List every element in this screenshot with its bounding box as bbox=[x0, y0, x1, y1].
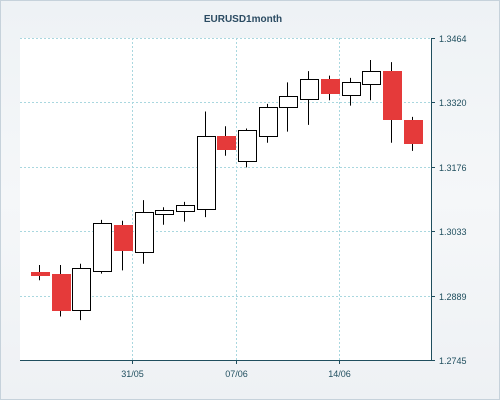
y-tick-label: 1.2889 bbox=[439, 292, 467, 302]
candle-body-bull bbox=[135, 212, 154, 253]
candle bbox=[72, 263, 91, 321]
x-tick-label: 31/05 bbox=[121, 369, 144, 379]
axes: 1.3464 1.3320 1.3176 1.3033 1.2889 1.2745 31/0… bbox=[20, 34, 467, 379]
candle-body-bear bbox=[217, 136, 236, 150]
candle bbox=[342, 77, 361, 106]
candle-body-bull bbox=[155, 210, 174, 215]
candle-body-bull bbox=[197, 136, 216, 210]
candle-body-bull bbox=[176, 205, 195, 212]
candle-body-bear bbox=[321, 79, 340, 94]
plot-area bbox=[20, 38, 431, 360]
candle-body-bull bbox=[342, 82, 361, 96]
x-tick-label: 07/06 bbox=[225, 369, 248, 379]
candle bbox=[321, 75, 340, 101]
candle bbox=[31, 265, 50, 281]
candle bbox=[135, 200, 154, 264]
candle bbox=[114, 220, 133, 271]
candle bbox=[362, 59, 381, 101]
candle bbox=[259, 103, 278, 143]
candle-body-bull bbox=[279, 96, 298, 108]
candle-body-bear bbox=[52, 274, 71, 311]
candle bbox=[300, 71, 319, 125]
candle bbox=[404, 116, 423, 151]
y-tick-label: 1.3320 bbox=[439, 98, 467, 108]
candle-body-bull bbox=[72, 268, 91, 311]
chart-title: EURUSD1month bbox=[204, 14, 282, 25]
x-tick-label: 14/06 bbox=[328, 369, 351, 379]
candle bbox=[52, 265, 71, 317]
candle-body-bull bbox=[362, 71, 381, 85]
candle-body-bear bbox=[31, 272, 50, 276]
candle-body-bull bbox=[259, 107, 278, 137]
candle bbox=[197, 111, 216, 218]
candle-body-bull bbox=[93, 223, 112, 272]
candle bbox=[155, 207, 174, 225]
candle-body-bear bbox=[383, 71, 402, 120]
candle bbox=[93, 219, 112, 274]
y-tick-label: 1.3176 bbox=[439, 163, 467, 173]
candle bbox=[217, 126, 236, 156]
y-tick-label: 1.3464 bbox=[439, 34, 467, 44]
candle-body-bull bbox=[300, 79, 319, 100]
candle-body-bear bbox=[404, 120, 423, 144]
candle-body-bear bbox=[114, 225, 133, 251]
candles bbox=[31, 59, 423, 321]
y-tick-label: 1.3033 bbox=[439, 227, 467, 237]
candle bbox=[383, 62, 402, 143]
y-tick-label: 1.2745 bbox=[439, 356, 467, 366]
candle-body-bull bbox=[238, 130, 257, 162]
candle bbox=[176, 201, 195, 222]
candle bbox=[279, 82, 298, 132]
candle bbox=[238, 128, 257, 168]
